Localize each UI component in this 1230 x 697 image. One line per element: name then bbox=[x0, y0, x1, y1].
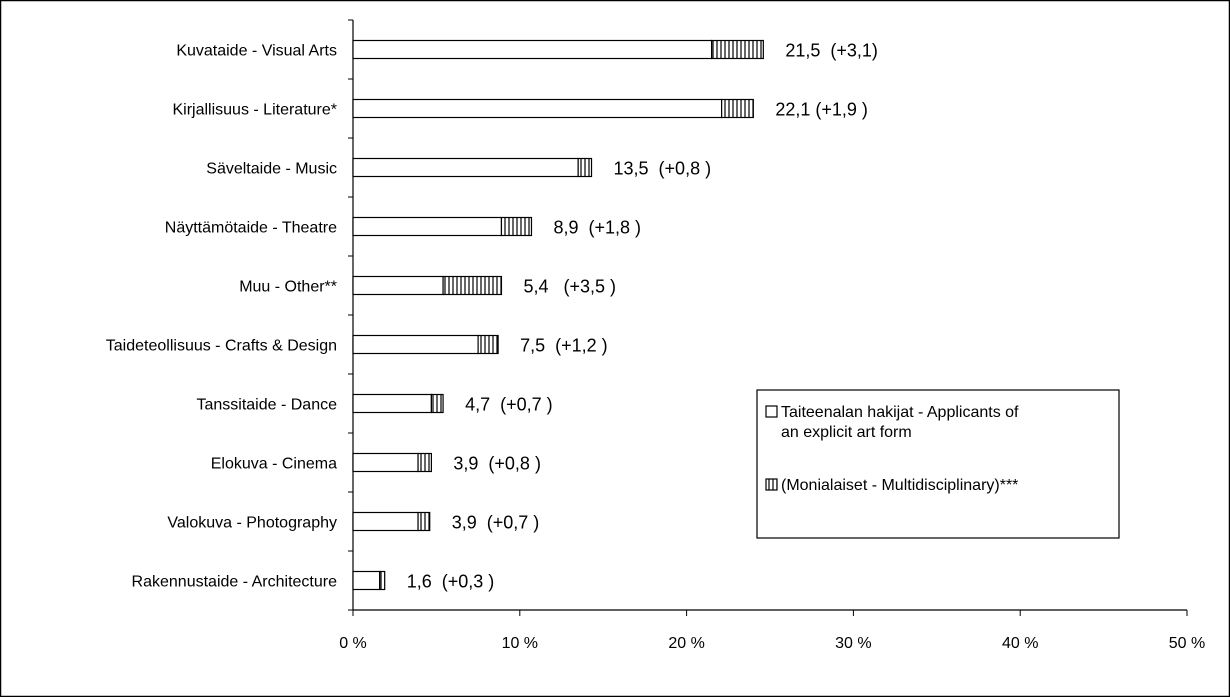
x-tick-label: 10 % bbox=[502, 635, 538, 652]
data-label: 22,1 (+1,9 ) bbox=[775, 100, 868, 120]
bar-multidisciplinary bbox=[417, 452, 432, 473]
bar-explicit-art-form bbox=[352, 570, 381, 591]
bar-multidisciplinary bbox=[721, 98, 754, 119]
category-label: Näyttämötaide - Theatre bbox=[165, 220, 337, 237]
category-label: Rakennustaide - Architecture bbox=[132, 574, 338, 591]
category-label: Valokuva - Photography bbox=[167, 515, 337, 532]
bar-multidisciplinary bbox=[379, 570, 386, 591]
data-label: 4,7 (+0,7 ) bbox=[465, 395, 553, 415]
bar-explicit-art-form bbox=[352, 275, 444, 296]
bar-explicit-art-form bbox=[352, 511, 419, 532]
category-label: Tanssitaide - Dance bbox=[196, 397, 337, 414]
category-label: Taideteollisuus - Crafts & Design bbox=[106, 338, 337, 355]
legend: Taiteenalan hakijat - Applicants of an ex… bbox=[756, 389, 1120, 539]
data-label: 3,9 (+0,8 ) bbox=[453, 454, 541, 474]
x-tick-label: 20 % bbox=[668, 635, 704, 652]
category-label: Säveltaide - Music bbox=[206, 161, 337, 178]
x-tick-label: 30 % bbox=[835, 635, 871, 652]
bar-explicit-art-form bbox=[352, 39, 713, 60]
category-label: Kuvataide - Visual Arts bbox=[176, 43, 337, 60]
bar-explicit-art-form bbox=[352, 393, 432, 414]
data-label: 13,5 (+0,8 ) bbox=[614, 159, 712, 179]
bar-multidisciplinary bbox=[430, 393, 444, 414]
bar-multidisciplinary bbox=[477, 334, 499, 355]
legend-label: an explicit art form bbox=[781, 424, 912, 441]
bar-explicit-art-form bbox=[352, 452, 419, 473]
category-label: Elokuva - Cinema bbox=[211, 456, 337, 473]
bar-multidisciplinary bbox=[577, 157, 593, 178]
data-label: 8,9 (+1,8 ) bbox=[553, 218, 641, 238]
legend-swatch-striped bbox=[765, 478, 778, 491]
bar-explicit-art-form bbox=[352, 334, 479, 355]
legend-label: (Monialaiset - Multidisciplinary)*** bbox=[781, 477, 1018, 494]
bar-explicit-art-form bbox=[352, 98, 723, 119]
bar-explicit-art-form bbox=[352, 157, 579, 178]
data-label: 7,5 (+1,2 ) bbox=[520, 336, 608, 356]
bar-multidisciplinary bbox=[500, 216, 533, 237]
data-label: 21,5 (+3,1) bbox=[785, 41, 878, 61]
x-tick-label: 40 % bbox=[1002, 635, 1038, 652]
x-tick-label: 0 % bbox=[339, 635, 367, 652]
bar-multidisciplinary bbox=[417, 511, 431, 532]
x-tick-label: 50 % bbox=[1169, 635, 1205, 652]
data-label: 5,4 (+3,5 ) bbox=[523, 277, 616, 297]
legend-swatch-plain bbox=[765, 405, 778, 418]
bar-explicit-art-form bbox=[352, 216, 503, 237]
legend-label: Taiteenalan hakijat - Applicants of bbox=[781, 404, 1019, 421]
data-label: 1,6 (+0,3 ) bbox=[407, 572, 495, 592]
category-label: Kirjallisuus - Literature* bbox=[172, 102, 337, 119]
category-label: Muu - Other** bbox=[239, 279, 337, 296]
legend-box bbox=[756, 389, 1120, 539]
data-label: 3,9 (+0,7 ) bbox=[452, 513, 540, 533]
bar-multidisciplinary bbox=[442, 275, 503, 296]
bar-multidisciplinary bbox=[711, 39, 764, 60]
